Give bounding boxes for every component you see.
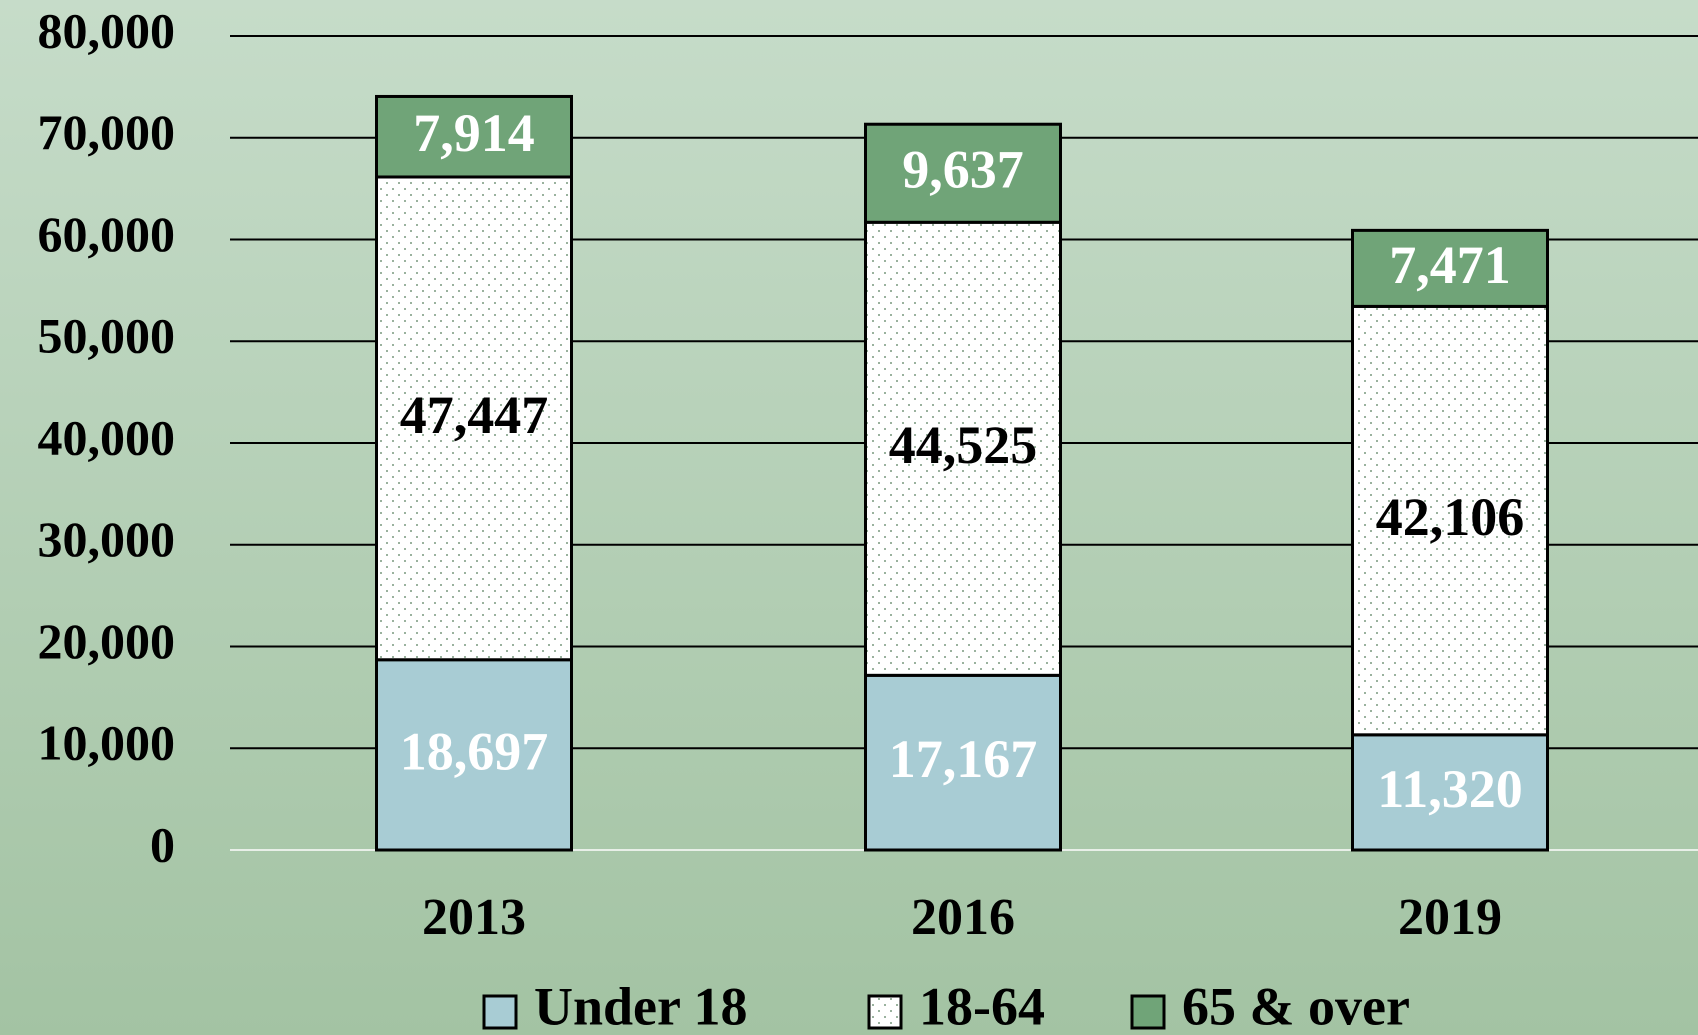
bar-segment: [1351, 304, 1549, 737]
value-label: 17,167: [889, 729, 1038, 789]
value-label: 42,106: [1376, 487, 1525, 547]
legend-swatch: [867, 994, 903, 1030]
value-label: 7,471: [1389, 235, 1511, 295]
bar-segment: [375, 658, 573, 852]
bar-segment: [864, 220, 1062, 677]
bar-segment: [375, 94, 573, 179]
y-tick-label: 20,000: [38, 613, 176, 669]
legend-swatch: [1130, 994, 1166, 1030]
y-tick-label: 50,000: [38, 308, 176, 364]
value-label: 44,525: [889, 415, 1038, 475]
y-tick-label: 80,000: [38, 2, 176, 58]
y-tick-label: 10,000: [38, 715, 176, 771]
legend-label: 18-64: [919, 976, 1045, 1035]
bar-segment: [1351, 733, 1549, 852]
y-tick-label: 0: [150, 816, 175, 872]
y-tick-label: 70,000: [38, 104, 176, 160]
y-tick-label: 40,000: [38, 409, 176, 465]
bar-segment: [864, 122, 1062, 224]
value-label: 18,697: [400, 721, 549, 781]
y-tick-label: 30,000: [38, 511, 176, 567]
legend-label: 65 & over: [1182, 976, 1410, 1035]
legend-label: Under 18: [534, 976, 748, 1035]
bar-segment: [375, 175, 573, 662]
value-label: 11,320: [1377, 759, 1523, 819]
x-tick-label: 2019: [1398, 889, 1502, 946]
value-label: 47,447: [400, 385, 549, 445]
value-label: 7,914: [413, 103, 535, 163]
bar-segment: [1351, 228, 1549, 308]
x-tick-label: 2013: [422, 889, 526, 946]
value-label: 9,637: [902, 140, 1024, 200]
y-tick-label: 60,000: [38, 206, 176, 262]
x-tick-label: 2016: [911, 889, 1015, 946]
legend-swatch: [482, 994, 518, 1030]
